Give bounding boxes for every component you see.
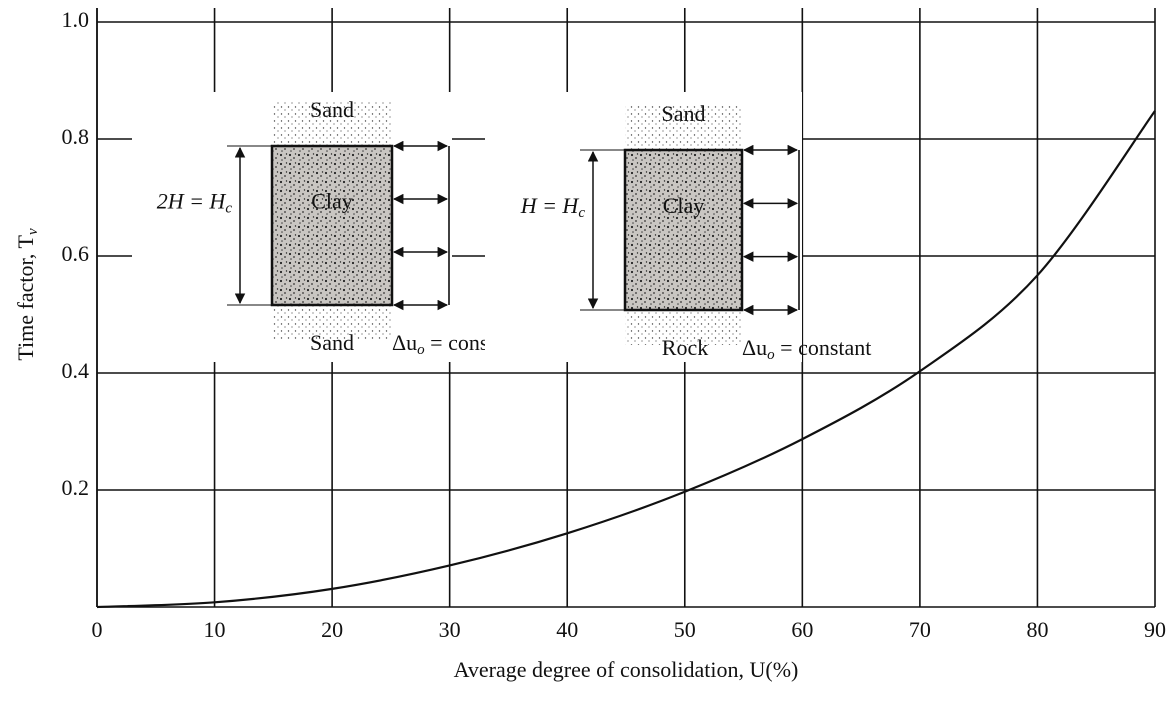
x-tick-label: 70 <box>909 617 931 642</box>
x-tick-label: 40 <box>556 617 578 642</box>
x-tick-label: 20 <box>321 617 343 642</box>
y-tick-label: 0.4 <box>62 358 90 383</box>
y-tick-label: 1.0 <box>62 7 90 32</box>
x-tick-label: 0 <box>92 617 103 642</box>
pressure-label-text: Δu <box>392 330 417 355</box>
y-axis-label: Time factor, Tv <box>13 228 41 361</box>
clay-layer <box>272 146 392 305</box>
height-label-text: 2H = H <box>157 189 227 214</box>
x-tick-label: 60 <box>791 617 813 642</box>
bottom-layer-label: Sand <box>310 330 354 355</box>
x-axis-label: Average degree of consolidation, U(%) <box>454 657 799 682</box>
height-label: 2H = Hc <box>157 189 233 217</box>
top-layer-label: Sand <box>310 97 354 122</box>
bottom-layer-label: Rock <box>662 335 708 360</box>
clay-label: Clay <box>663 193 705 218</box>
y-axis-label-sub: v <box>25 228 41 235</box>
chart: 0 10 20 30 40 50 60 70 80 90 0.2 0.4 0.6 0.8 1.0 Averag… <box>0 0 1176 702</box>
x-tick-label: 90 <box>1144 617 1166 642</box>
y-tick-label: 0.6 <box>62 241 90 266</box>
x-tick-label: 10 <box>204 617 226 642</box>
y-tick-label: 0.8 <box>62 124 90 149</box>
x-tick-label: 30 <box>439 617 461 642</box>
height-label-text: H = H <box>520 193 580 218</box>
pressure-label-text: Δu <box>742 335 767 360</box>
clay-label: Clay <box>311 189 353 214</box>
x-tick-label: 50 <box>674 617 696 642</box>
pressure-label: Δuo = constant <box>742 335 871 363</box>
clay-layer <box>625 150 742 310</box>
y-axis-label-text: Time factor, T <box>13 234 38 360</box>
pressure-label-rest: = constant <box>775 335 872 360</box>
height-label: H = Hc <box>520 193 586 221</box>
height-label-sub: c <box>225 201 232 217</box>
x-tick-label: 80 <box>1026 617 1048 642</box>
top-layer-label: Sand <box>662 101 706 126</box>
height-label-sub: c <box>578 205 585 221</box>
y-tick-label: 0.2 <box>62 475 90 500</box>
